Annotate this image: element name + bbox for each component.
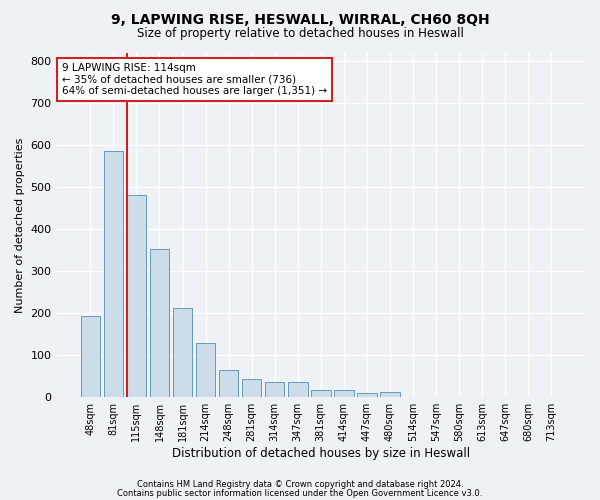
Bar — [173, 308, 193, 397]
Bar — [334, 390, 353, 397]
Text: Contains HM Land Registry data © Crown copyright and database right 2024.: Contains HM Land Registry data © Crown c… — [137, 480, 463, 489]
Y-axis label: Number of detached properties: Number of detached properties — [15, 137, 25, 312]
Bar — [127, 196, 146, 397]
Bar — [219, 370, 238, 397]
X-axis label: Distribution of detached houses by size in Heswall: Distribution of detached houses by size … — [172, 447, 470, 460]
Bar — [265, 382, 284, 397]
Bar — [380, 392, 400, 397]
Bar — [357, 393, 377, 397]
Bar — [196, 342, 215, 397]
Text: 9, LAPWING RISE, HESWALL, WIRRAL, CH60 8QH: 9, LAPWING RISE, HESWALL, WIRRAL, CH60 8… — [110, 12, 490, 26]
Text: Size of property relative to detached houses in Heswall: Size of property relative to detached ho… — [137, 28, 463, 40]
Text: Contains public sector information licensed under the Open Government Licence v3: Contains public sector information licen… — [118, 488, 482, 498]
Bar — [149, 249, 169, 397]
Bar — [242, 378, 262, 397]
Bar — [311, 390, 331, 397]
Bar — [80, 316, 100, 397]
Bar — [288, 382, 308, 397]
Text: 9 LAPWING RISE: 114sqm
← 35% of detached houses are smaller (736)
64% of semi-de: 9 LAPWING RISE: 114sqm ← 35% of detached… — [62, 63, 327, 96]
Bar — [104, 152, 123, 397]
